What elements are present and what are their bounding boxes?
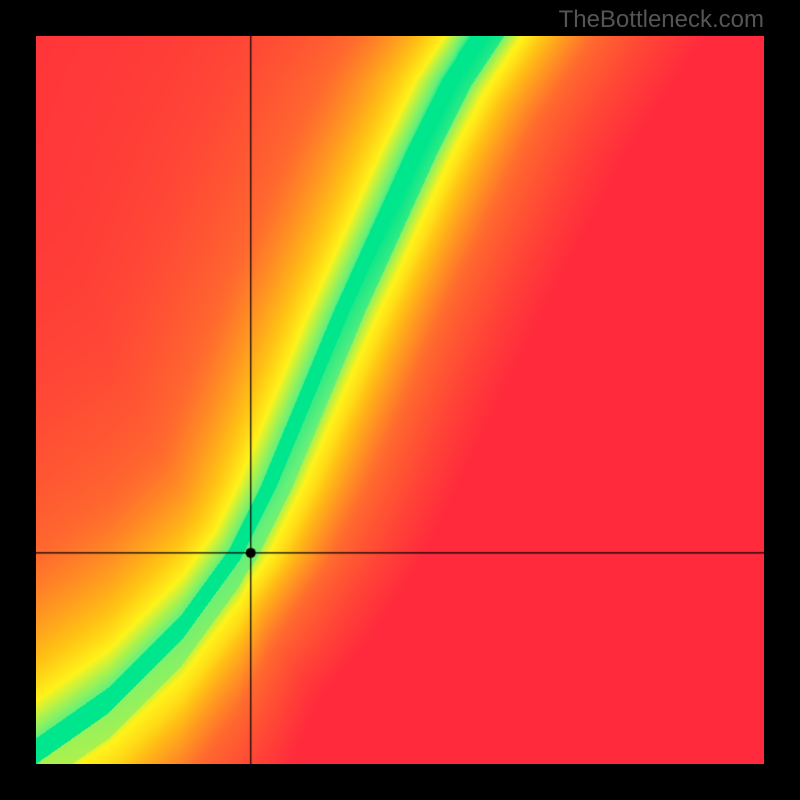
watermark-text: TheBottleneck.com [559, 6, 764, 34]
bottleneck-heatmap [36, 36, 764, 764]
figure-container: TheBottleneck.com [0, 0, 800, 800]
plot-region [36, 36, 764, 764]
